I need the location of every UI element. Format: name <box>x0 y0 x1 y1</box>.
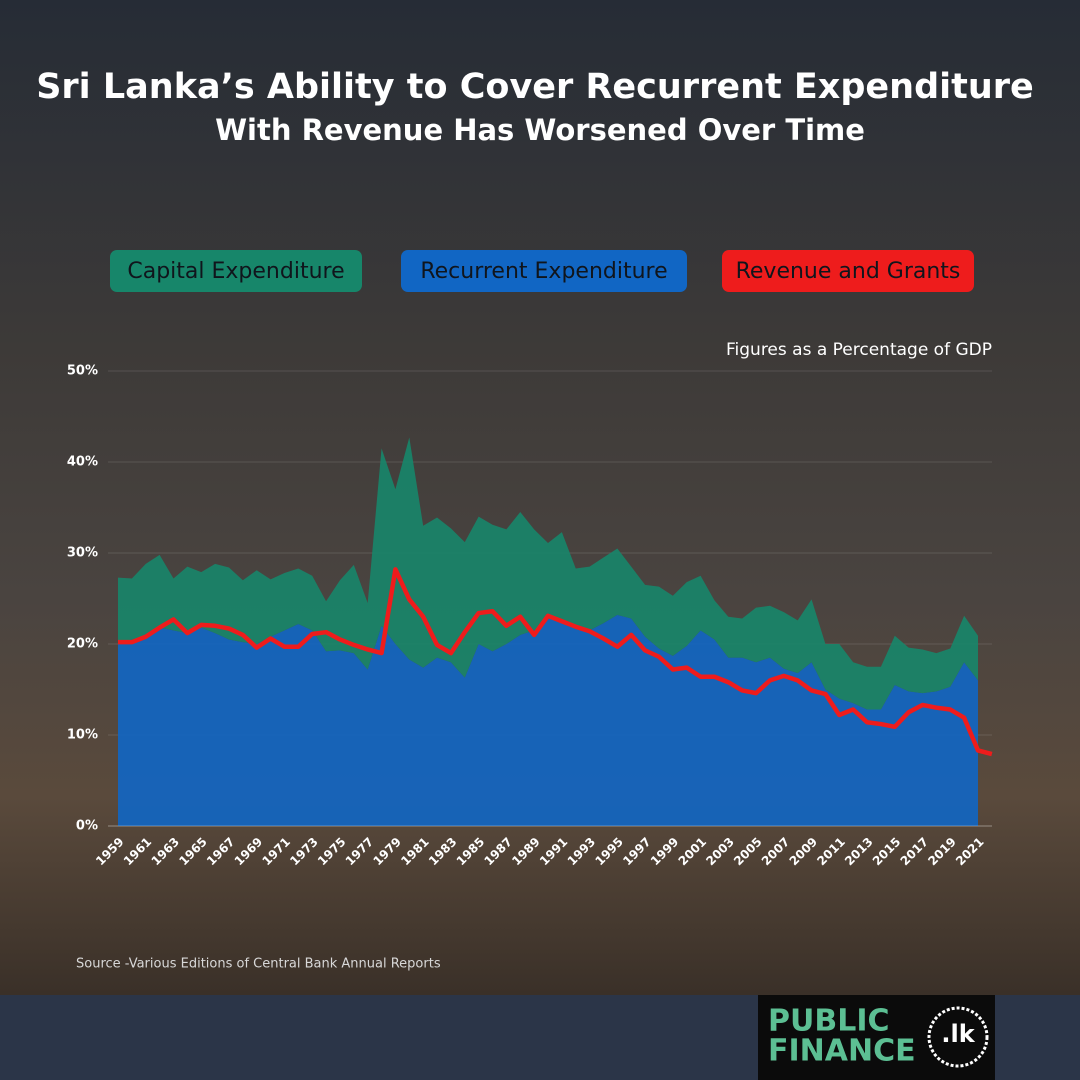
y-tick-label: 40% <box>67 455 98 470</box>
legend-label: Capital Expenditure <box>127 259 344 284</box>
source-note: Source -Various Editions of Central Bank… <box>76 957 441 972</box>
logo-box <box>758 995 995 1080</box>
chart-subtitle: With Revenue Has Worsened Over Time <box>215 113 865 147</box>
logo-text: PUBLIC <box>768 1004 890 1039</box>
chart-note: Figures as a Percentage of GDP <box>726 340 992 360</box>
line <box>118 567 993 757</box>
y-tick-label: 50% <box>67 364 98 379</box>
logo-ring <box>927 1006 989 1068</box>
legend-swatch <box>722 250 974 292</box>
legend-swatch <box>401 250 687 292</box>
y-tick-label: 10% <box>67 728 98 743</box>
logo-mark: .lk <box>941 1020 975 1048</box>
legend-label: Revenue and Grants <box>736 259 961 284</box>
legend-label: Recurrent Expenditure <box>420 259 667 284</box>
area <box>118 437 978 710</box>
y-tick-label: 0% <box>76 819 98 834</box>
logo-text: FINANCE <box>768 1034 916 1069</box>
area <box>118 614 978 826</box>
y-tick-label: 20% <box>67 637 98 652</box>
legend-swatch <box>110 250 362 292</box>
chart-title: Sri Lanka’s Ability to Cover Recurrent E… <box>36 67 1034 107</box>
background <box>0 0 1080 995</box>
logo: PUBLIC FINANCE .lk <box>758 995 995 1080</box>
y-tick-label: 30% <box>67 546 98 561</box>
